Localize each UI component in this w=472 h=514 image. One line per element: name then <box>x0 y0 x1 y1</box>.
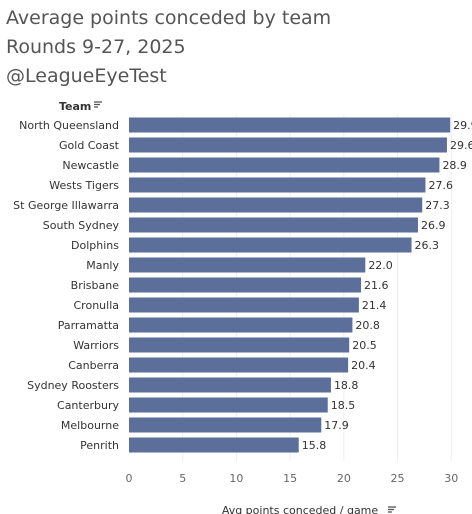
category-label: North Queensland <box>19 119 119 132</box>
data-label: 26.9 <box>421 219 446 232</box>
bar[interactable] <box>129 217 418 233</box>
bar[interactable] <box>129 417 322 433</box>
chart-title: Average points conceded by team <box>6 7 332 29</box>
bar[interactable] <box>129 237 412 253</box>
category-label: Gold Coast <box>59 139 120 152</box>
data-label: 28.9 <box>442 159 467 172</box>
x-tick-label: 15 <box>283 472 297 485</box>
bar[interactable] <box>129 297 359 313</box>
category-label: Canterbury <box>57 399 119 412</box>
category-label: Melbourne <box>61 419 119 432</box>
chart-title-block: Average points conceded by team Rounds 9… <box>6 4 331 91</box>
bar[interactable] <box>129 197 423 213</box>
bar[interactable] <box>129 317 353 333</box>
data-label: 21.6 <box>364 279 389 292</box>
sort-descending-icon[interactable] <box>388 506 396 513</box>
category-label: Parramatta <box>58 319 119 332</box>
row-header-label[interactable]: Team <box>59 100 91 113</box>
category-label: Canberra <box>68 359 119 372</box>
chart-subtitle: Rounds 9-27, 2025 <box>6 36 186 58</box>
bar[interactable] <box>129 397 328 413</box>
data-label: 20.4 <box>351 359 376 372</box>
bar[interactable] <box>129 277 362 293</box>
data-label: 15.8 <box>302 439 327 452</box>
data-label: 27.3 <box>425 199 450 212</box>
category-label: Manly <box>86 259 119 272</box>
data-label: 18.8 <box>334 379 359 392</box>
category-label: Warriors <box>73 339 119 352</box>
category-label: Sydney Roosters <box>27 379 119 392</box>
bar[interactable] <box>129 137 447 153</box>
category-label: Penrith <box>80 439 119 452</box>
x-tick-label: 10 <box>229 472 243 485</box>
data-label: 22.0 <box>368 259 393 272</box>
bar[interactable] <box>129 157 440 173</box>
bar[interactable] <box>129 337 350 353</box>
bar[interactable] <box>129 377 331 393</box>
category-label: Newcastle <box>62 159 119 172</box>
bar[interactable] <box>129 437 299 453</box>
data-label: 20.8 <box>355 319 380 332</box>
category-label: St George Illawarra <box>13 199 119 212</box>
data-label: 29.6 <box>450 139 472 152</box>
bar[interactable] <box>129 177 426 193</box>
data-label: 17.9 <box>324 419 349 432</box>
x-tick-label: 30 <box>444 472 458 485</box>
x-tick-label: 25 <box>391 472 405 485</box>
x-tick-label: 0 <box>126 472 133 485</box>
data-label: 29.9 <box>453 119 472 132</box>
category-label: South Sydney <box>43 219 120 232</box>
chart-credit: @LeagueEyeTest <box>6 65 167 87</box>
data-label: 21.4 <box>362 299 387 312</box>
bar[interactable] <box>129 117 451 133</box>
category-label: Brisbane <box>71 279 120 292</box>
sort-descending-icon[interactable] <box>94 101 102 108</box>
bar[interactable] <box>129 257 366 273</box>
x-tick-label: 5 <box>179 472 186 485</box>
category-label: Dolphins <box>71 239 119 252</box>
x-tick-label: 20 <box>337 472 351 485</box>
x-axis-title[interactable]: Avg points conceded / game <box>222 504 379 514</box>
data-label: 18.5 <box>331 399 356 412</box>
category-label: Wests Tigers <box>49 179 119 192</box>
bar[interactable] <box>129 357 349 373</box>
category-label: Cronulla <box>74 299 120 312</box>
data-label: 26.3 <box>415 239 440 252</box>
data-label: 20.5 <box>352 339 377 352</box>
data-label: 27.6 <box>428 179 453 192</box>
